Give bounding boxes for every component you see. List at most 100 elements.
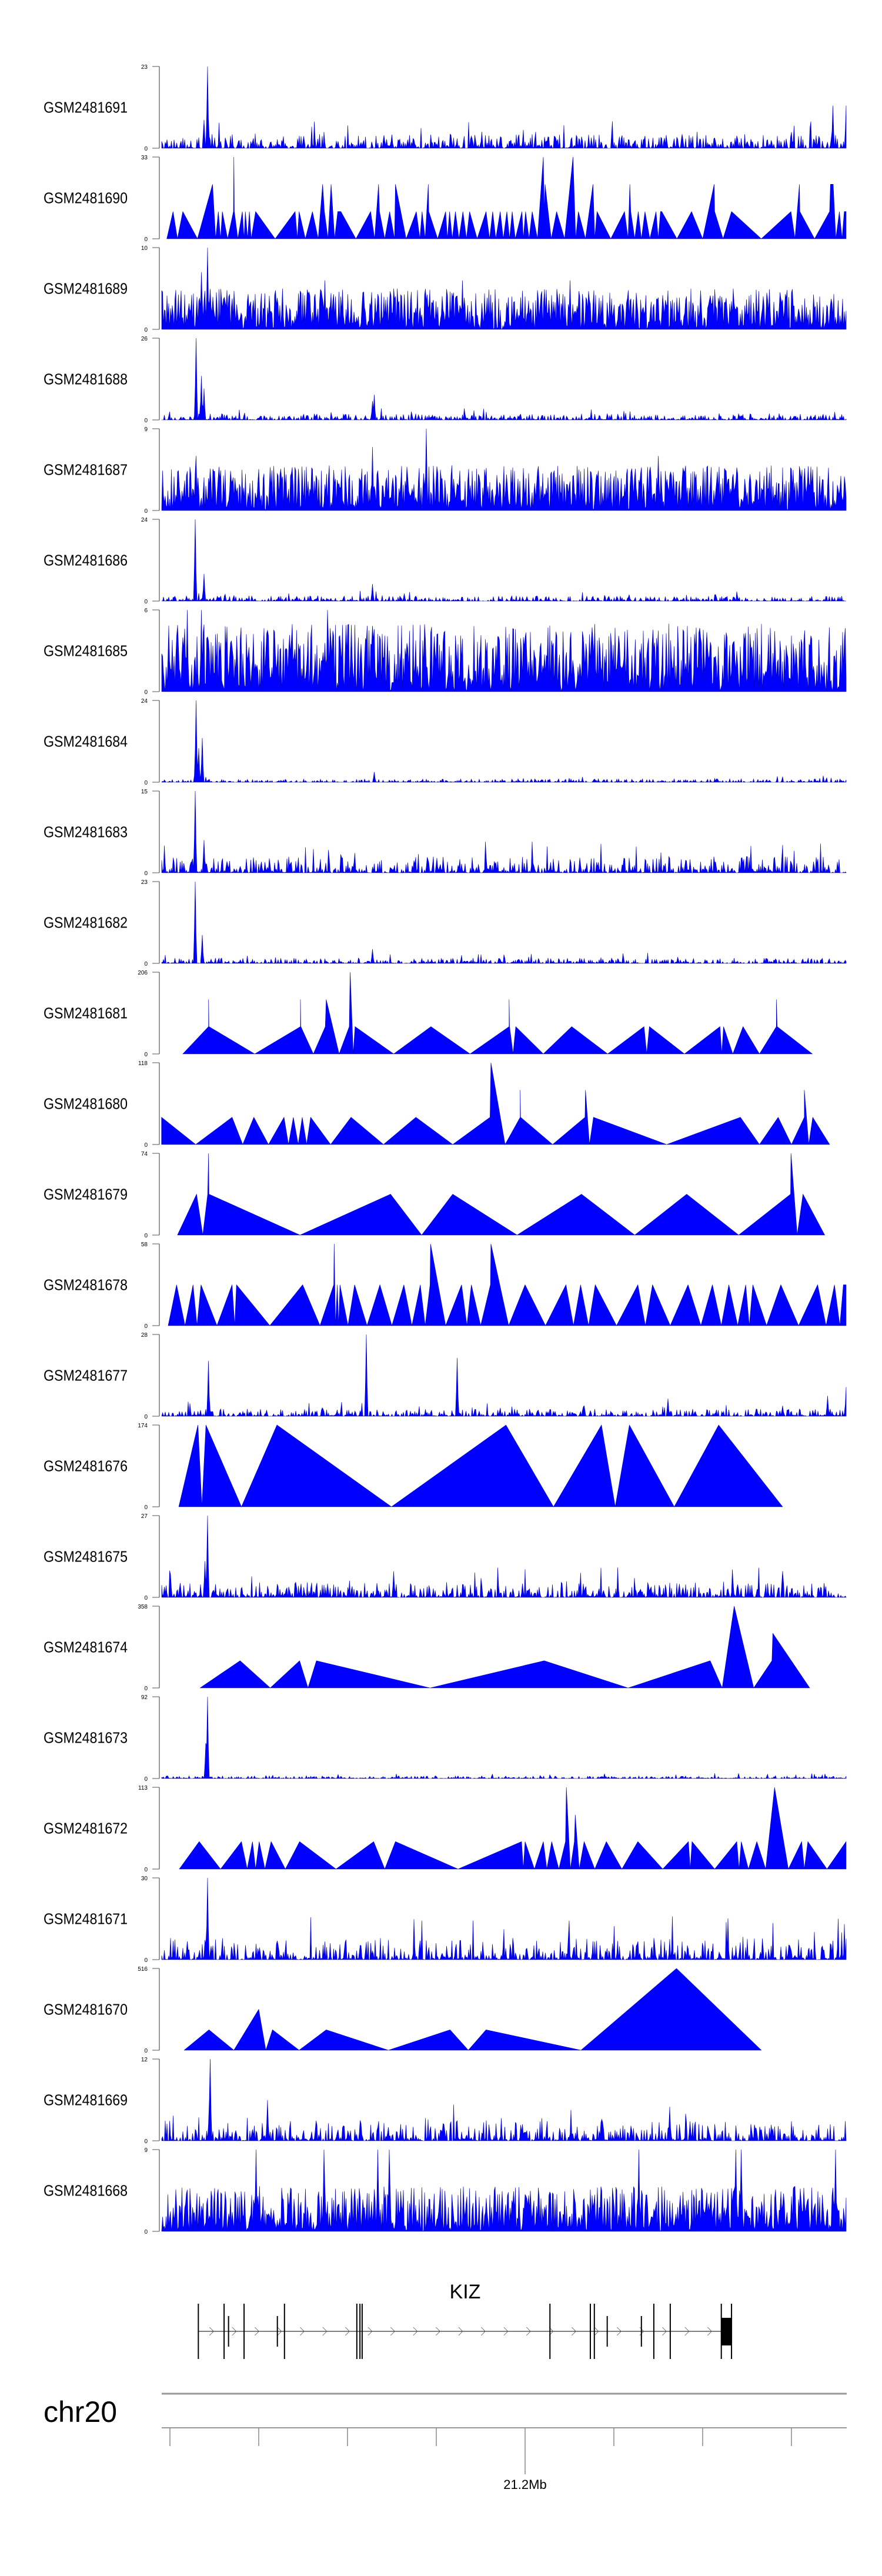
y-axis-zero-label: 0 (144, 780, 148, 786)
track-GSM2481685: GSM2481685 6 0 (44, 608, 847, 696)
y-axis-max-label: 15 (141, 789, 148, 795)
track-GSM2481682: GSM2481682 23 0 (44, 879, 847, 967)
strand-arrow-icon (707, 2327, 712, 2336)
y-axis-zero-label: 0 (144, 1686, 148, 1692)
track-label: GSM2481669 (44, 2091, 128, 2109)
coverage-area (161, 1334, 847, 1417)
coverage-area (178, 1424, 783, 1507)
strand-arrow-icon (322, 2327, 328, 2336)
track-label: GSM2481683 (44, 823, 128, 841)
strand-arrow-icon (300, 2327, 305, 2336)
coverage-area (161, 2149, 847, 2232)
y-axis-max-label: 10 (141, 245, 148, 252)
strand-arrow-icon (209, 2327, 214, 2336)
y-axis-max-label: 28 (141, 1332, 148, 1339)
coverage-area (161, 700, 847, 783)
y-axis-max-label: 26 (141, 336, 148, 342)
coverage-area (161, 338, 847, 421)
track-GSM2481681: GSM2481681 206 0 (44, 970, 813, 1058)
y-axis-zero-label: 0 (144, 2229, 148, 2235)
strand-arrow-icon (503, 2327, 509, 2336)
track-GSM2481684: GSM2481684 24 0 (44, 698, 847, 786)
track-label: GSM2481688 (44, 371, 128, 388)
y-axis-zero-label: 0 (144, 236, 148, 243)
chromosome-label: chr20 (44, 2395, 117, 2428)
track-label: GSM2481668 (44, 2182, 128, 2200)
strand-arrow-icon (436, 2327, 440, 2336)
y-axis-max-label: 30 (141, 1876, 148, 1882)
coverage-area (183, 1968, 762, 2051)
y-axis-max-label: 24 (141, 517, 148, 523)
coverage-area (161, 247, 847, 330)
coverage-area (161, 428, 847, 512)
track-label: GSM2481674 (44, 1639, 128, 1656)
track-label: GSM2481690 (44, 189, 128, 207)
coverage-area (168, 1243, 847, 1327)
track-label: GSM2481680 (44, 1095, 128, 1113)
y-axis-zero-label: 0 (144, 689, 148, 696)
strand-arrow-icon (526, 2327, 531, 2336)
strand-arrow-icon (458, 2327, 463, 2336)
y-axis-zero-label: 0 (144, 1867, 148, 1873)
coverage-area (161, 1515, 847, 1599)
coverage-area (199, 1606, 810, 1689)
track-GSM2481690: GSM2481690 33 0 (44, 155, 847, 243)
track-label: GSM2481689 (44, 280, 128, 298)
track-label: GSM2481686 (44, 552, 128, 569)
y-axis-zero-label: 0 (144, 327, 148, 333)
genome-axis: chr20 21.2Mb (44, 2393, 847, 2492)
track-label: GSM2481676 (44, 1457, 128, 1475)
track-GSM2481679: GSM2481679 74 0 (44, 1151, 826, 1239)
y-axis-max-label: 358 (138, 1604, 148, 1610)
strand-arrow-icon (413, 2327, 418, 2336)
strand-arrow-icon (594, 2327, 599, 2336)
y-axis-max-label: 24 (141, 698, 148, 705)
track-GSM2481687: GSM2481687 9 0 (44, 426, 847, 515)
coverage-area (161, 66, 847, 149)
y-axis-max-label: 33 (141, 155, 148, 161)
coverage-area (161, 1062, 830, 1145)
strand-arrow-icon (390, 2327, 395, 2336)
track-GSM2481676: GSM2481676 174 0 (44, 1423, 783, 1511)
track-GSM2481680: GSM2481680 118 0 (44, 1060, 830, 1149)
coverage-area (161, 2058, 847, 2142)
y-axis-zero-label: 0 (144, 961, 148, 967)
y-axis-max-label: 516 (138, 1966, 148, 1973)
y-axis-max-label: 174 (138, 1423, 148, 1429)
y-axis-zero-label: 0 (144, 1504, 148, 1511)
track-GSM2481686: GSM2481686 24 0 (44, 517, 847, 605)
coverage-area (161, 790, 847, 874)
track-label: GSM2481678 (44, 1276, 128, 1294)
track-label: GSM2481673 (44, 1729, 128, 1747)
track-GSM2481670: GSM2481670 516 0 (44, 1966, 762, 2054)
y-axis-max-label: 74 (141, 1151, 148, 1157)
y-axis-zero-label: 0 (144, 146, 148, 152)
y-axis-zero-label: 0 (144, 1142, 148, 1149)
coverage-area (166, 156, 847, 240)
strand-arrow-icon (617, 2327, 622, 2336)
strand-arrow-icon (277, 2327, 282, 2336)
y-axis-max-label: 23 (141, 64, 148, 71)
exon-block (721, 2318, 732, 2345)
coverage-area (161, 881, 847, 965)
coverage-area (179, 1787, 847, 1870)
coverage-area (161, 1696, 847, 1779)
track-GSM2481669: GSM2481669 12 0 (44, 2057, 847, 2145)
track-GSM2481673: GSM2481673 92 0 (44, 1694, 847, 1783)
track-GSM2481688: GSM2481688 26 0 (44, 336, 847, 424)
y-axis-zero-label: 0 (144, 1414, 148, 1420)
track-label: GSM2481670 (44, 2001, 128, 2018)
strand-arrow-icon (345, 2327, 350, 2336)
coverage-area (177, 1153, 826, 1236)
y-axis-zero-label: 0 (144, 1052, 148, 1058)
y-axis-zero-label: 0 (144, 1957, 148, 1964)
track-label: GSM2481681 (44, 1005, 128, 1022)
strand-arrow-icon (255, 2327, 259, 2336)
track-GSM2481689: GSM2481689 10 0 (44, 245, 847, 333)
y-axis-zero-label: 0 (144, 1595, 148, 1601)
track-GSM2481678: GSM2481678 58 0 (44, 1242, 847, 1330)
track-label: GSM2481691 (44, 99, 128, 116)
strand-arrow-icon (232, 2327, 237, 2336)
y-axis-max-label: 23 (141, 879, 148, 886)
